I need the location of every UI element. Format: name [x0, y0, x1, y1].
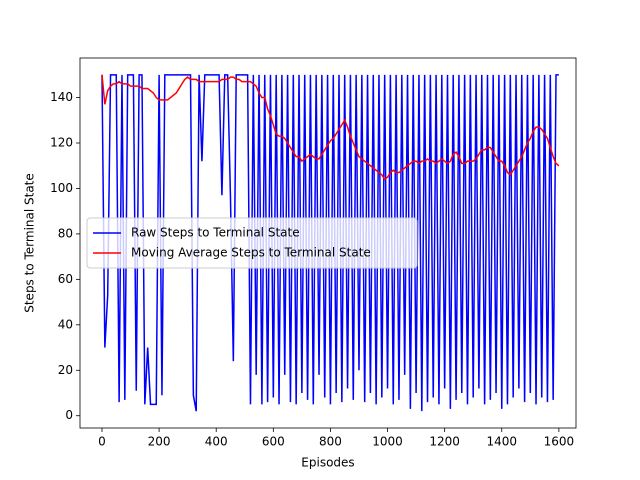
x-tick-label: 1200 — [429, 435, 460, 449]
y-axis-label: Steps to Terminal State — [23, 173, 37, 313]
x-tick-label: 400 — [205, 435, 228, 449]
legend-label: Moving Average Steps to Terminal State — [131, 246, 371, 260]
x-tick-label: 1400 — [486, 435, 517, 449]
x-tick-label: 800 — [319, 435, 342, 449]
x-tick-label: 1000 — [372, 435, 403, 449]
x-tick-label: 600 — [262, 435, 285, 449]
y-tick-label: 60 — [58, 272, 73, 286]
y-tick-label: 80 — [58, 226, 73, 240]
legend-box — [86, 217, 418, 269]
y-tick-label: 100 — [50, 181, 73, 195]
y-tick-label: 40 — [58, 317, 73, 331]
y-tick-label: 0 — [65, 408, 73, 422]
plot-frame — [79, 57, 577, 429]
x-tick-label: 0 — [98, 435, 106, 449]
y-tick-label: 140 — [50, 90, 73, 104]
legend-label: Raw Steps to Terminal State — [131, 226, 300, 240]
x-tick-label: 1600 — [544, 435, 575, 449]
y-tick-label: 120 — [50, 136, 73, 150]
x-tick-label: 200 — [148, 435, 171, 449]
y-tick-label: 20 — [58, 363, 73, 377]
data-line — [101, 74, 560, 181]
legend: Raw Steps to Terminal State Moving Averag… — [86, 217, 418, 269]
x-axis-label: Episodes — [301, 456, 354, 470]
data-line — [101, 74, 559, 412]
